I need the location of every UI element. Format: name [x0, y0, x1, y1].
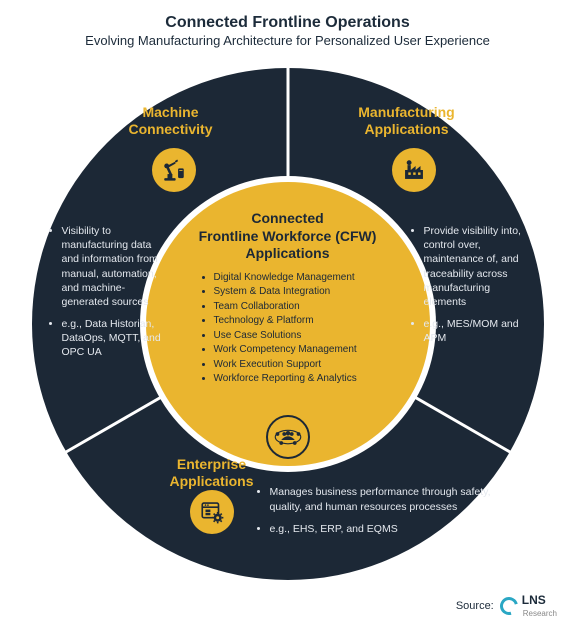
center-item: Technology & Platform: [214, 314, 357, 329]
segment-label-manufacturing-applications: Manufacturing Applications: [332, 104, 482, 138]
center-item: Use Case Solutions: [214, 329, 357, 344]
lns-logo: LNS Research: [500, 593, 557, 619]
center-title: Connected Frontline Workforce (CFW) Appl…: [199, 210, 377, 263]
segment-text-bottom: Manages business performance through saf…: [256, 485, 516, 544]
center-item: Work Competency Management: [214, 343, 357, 358]
robot-arm-icon: [152, 148, 196, 192]
center-item: Digital Knowledge Management: [214, 271, 357, 286]
segment-text-right: Provide visibility into, control over, m…: [410, 224, 528, 353]
logo-brand: LNS: [522, 593, 546, 607]
segment-bullet: e.g., Data Historian, DataOps, MQTT, and…: [62, 317, 166, 360]
center-item: Team Collaboration: [214, 300, 357, 315]
radial-diagram: Connected Frontline Workforce (CFW) Appl…: [28, 64, 548, 584]
center-circle: Connected Frontline Workforce (CFW) Appl…: [146, 182, 430, 466]
logo-ring-icon: [496, 594, 521, 619]
segment-label-text: Machine Connectivity: [128, 104, 212, 137]
center-title-l1: Connected: [251, 210, 323, 226]
segment-text-left: Visibility to manufacturing data and inf…: [48, 224, 166, 368]
source-label: Source:: [456, 600, 494, 612]
center-item: Workforce Reporting & Analytics: [214, 372, 357, 387]
segment-bullet: e.g., EHS, ERP, and EQMS: [270, 522, 516, 536]
factory-icon: [392, 148, 436, 192]
segment-bullet: Visibility to manufacturing data and inf…: [62, 224, 166, 309]
page-subtitle: Evolving Manufacturing Architecture for …: [20, 33, 555, 48]
segment-label-enterprise-applications: Enterprise Applications: [152, 456, 272, 490]
center-title-l3: Applications: [245, 245, 329, 261]
page-title: Connected Frontline Operations: [20, 14, 555, 32]
logo-sub: Research: [523, 609, 557, 618]
segment-bullet: Manages business performance through saf…: [270, 485, 516, 513]
center-item: Work Execution Support: [214, 358, 357, 373]
segment-bullet: e.g., MES/MOM and APM: [424, 317, 528, 345]
segment-label-text: Manufacturing Applications: [358, 104, 454, 137]
center-list: Digital Knowledge Management System & Da…: [196, 271, 357, 387]
header: Connected Frontline Operations Evolving …: [0, 0, 575, 52]
segment-bullet: Provide visibility into, control over, m…: [424, 224, 528, 309]
app-gear-icon: [190, 490, 234, 534]
center-item: System & Data Integration: [214, 285, 357, 300]
center-title-l2: Frontline Workforce (CFW): [199, 228, 377, 244]
segment-label-machine-connectivity: Machine Connectivity: [106, 104, 236, 138]
segment-label-text: Enterprise Applications: [169, 456, 253, 489]
workforce-network-icon: [266, 415, 310, 459]
source-attribution: Source: LNS Research: [456, 593, 557, 619]
